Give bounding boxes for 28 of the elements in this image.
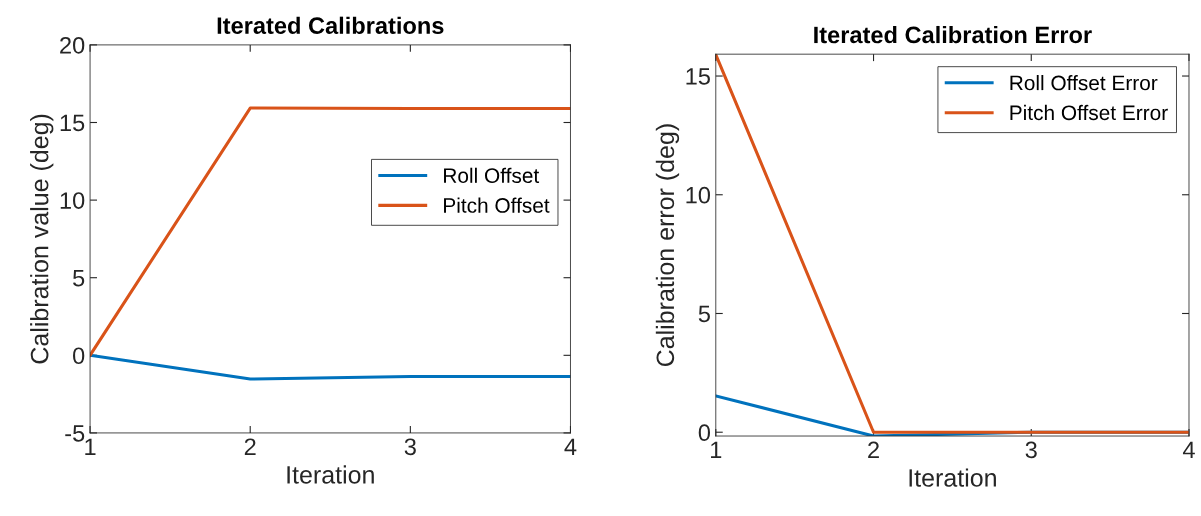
x-axis-title: Iteration [909,468,996,487]
y-tick-label: 0 [73,347,85,365]
y-tick-label: 10 [60,192,85,209]
x-tick-label: 4 [1182,441,1195,458]
y-axis-title: Calibration error (deg) [655,124,680,367]
legend-label: Roll Offset [444,167,540,184]
x-tick-label: 3 [404,438,416,456]
legend-label: Pitch Offset [444,197,550,213]
y-tick-label: 20 [60,36,85,54]
x-tick-label: 2 [244,438,256,455]
chart-title: Iterated Calibrations [217,16,444,35]
y-tick-label: 10 [686,186,711,204]
chart-title: Iterated Calibration Error [814,25,1092,44]
x-tick-label: 3 [1025,441,1037,459]
x-tick-label: 1 [711,441,722,458]
legend-label: Pitch Offset Error [1010,104,1168,121]
legend-label: Roll Offset Error [1010,75,1158,91]
y-tick-label: 5 [73,270,85,287]
x-tick-label: 4 [564,438,577,455]
y-tick-label: 15 [60,114,85,132]
y-tick-label: -5 [65,425,85,442]
y-tick-label: 0 [698,424,711,442]
y-tick-label: 5 [698,305,710,323]
y-tick-label: 15 [686,68,710,85]
x-axis-title: Iteration [287,465,374,484]
x-tick-label: 1 [85,438,96,455]
x-tick-label: 2 [868,441,879,458]
y-axis-title: Calibration value (deg) [30,114,54,364]
